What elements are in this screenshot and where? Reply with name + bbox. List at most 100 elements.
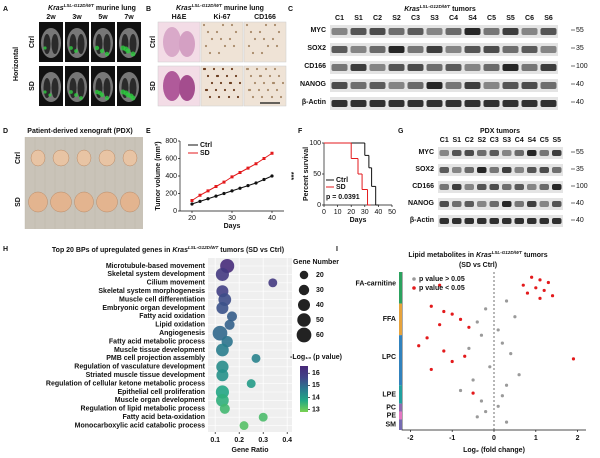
y-tick-label: 100 [309,140,321,147]
band [552,150,562,156]
category-label: Fatty acid oxidation [139,313,205,320]
nucleus [275,44,279,48]
band [539,167,549,173]
nucleus [212,67,216,71]
point [542,288,546,293]
nucleus [249,74,253,78]
point [246,184,250,188]
bubble [216,301,229,315]
nucleus [246,67,250,71]
nucleus [253,81,257,85]
lane-label: C6 [525,15,534,22]
nucleus [248,88,252,92]
title-part: tumors [452,6,476,13]
section [163,27,181,57]
lane-label: C1 [440,137,449,144]
nucleus [234,74,238,78]
nucleus [262,37,266,41]
xenograft [30,149,46,167]
category-label: Epithelial cell proliferation [117,389,205,396]
band [502,167,512,173]
category-label: Fatty acid beta-oxidation [123,414,205,421]
tumor [43,90,47,94]
nucleus [225,74,229,78]
category-label: Lipid oxidation [155,322,205,329]
column-label: 3w [72,14,82,21]
category-label: Fatty acid metabolic process [109,338,205,345]
y-tick-label: 600 [165,155,177,162]
nucleus [223,44,227,48]
band [527,150,537,156]
nucleus [210,81,214,85]
band [439,167,449,173]
lane-label: S1 [452,137,461,144]
x-axis-label: Days [350,217,367,224]
nucleus [266,44,270,48]
band [483,46,500,53]
point [254,162,258,166]
group-bar [399,303,402,336]
band [502,46,519,53]
band [539,218,549,224]
band [483,100,500,107]
point [475,320,479,324]
bubble [215,267,229,281]
nucleus [238,81,242,85]
band [426,100,443,107]
point [429,304,433,308]
nucleus [251,51,255,55]
band [502,64,519,71]
legend-title: -Log₁₀ (p value) [290,354,342,361]
xenograft [96,191,118,213]
lung [129,78,137,98]
marker-label: 55 [576,27,584,34]
band [521,64,538,71]
point [222,191,226,196]
panel-title: Lipid metabolites in KrasLSL-G12D/WT tumor… [408,250,547,259]
band [388,100,405,107]
y-tick-label: 0 [317,202,321,209]
title-part: Kras [404,6,420,13]
band [552,201,562,207]
tumor [104,95,110,101]
size-key-label: 60 [316,332,324,339]
lane-label: S4 [468,15,477,22]
title-part: LSL-G12D/WT [420,4,452,9]
point [550,294,555,298]
category-label: Monocarboxylic acid catabolic process [75,422,205,429]
title-part: Top 20 BPs of upregulated genes in [52,247,171,254]
blot-strip [330,25,558,38]
point [467,325,471,329]
section [163,71,181,101]
axis [401,272,586,431]
blot-strip [330,97,558,110]
bubble [224,319,235,330]
legend-label: Ctrl [200,142,212,149]
point [206,189,210,193]
point [246,166,250,170]
title-part: Kras [176,5,192,12]
nucleus [227,95,231,99]
x-tick-label: 0.2 [234,437,244,444]
nucleus [260,51,264,55]
category-label: Regulation of lipid metabolic process [81,406,206,413]
legend-marker [412,286,416,290]
x-tick-label: 2 [576,435,580,442]
band [540,100,557,107]
blot-strip [330,61,558,74]
blot-label: MYC [418,149,434,156]
band [452,184,462,190]
lane-label: S3 [430,15,439,22]
nucleus [272,81,276,85]
marker-label: 100 [576,63,588,70]
band [514,218,524,224]
x-tick-label: 40 [375,209,383,216]
nucleus [210,37,214,41]
category-label: Regulation of vasculature development [74,364,205,371]
nucleus [273,23,277,27]
y-tick-label: 50 [313,171,321,178]
nucleus [229,81,233,85]
tumor [43,46,47,50]
nucleus [253,37,257,41]
band [552,184,562,190]
